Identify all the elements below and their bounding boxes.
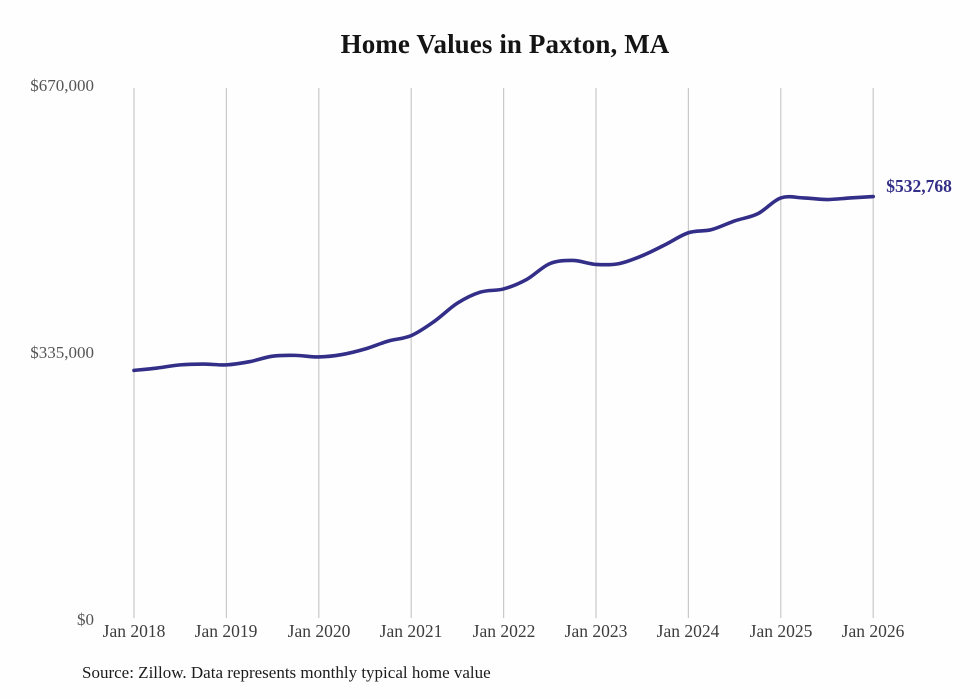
x-axis-tick-label-1: Jan 2019 [194,621,258,641]
y-axis-tick-label-top: $670,000 [30,76,94,95]
x-axis-tick-label-8: Jan 2026 [841,621,905,641]
x-axis-tick-label-3: Jan 2021 [379,621,443,641]
x-axis-tick-label-7: Jan 2025 [749,621,813,641]
gridlines [133,88,874,618]
y-axis-tick-label-bottom: $0 [77,610,94,629]
x-axis-tick-label-5: Jan 2023 [564,621,628,641]
chart-title: Home Values in Paxton, MA [340,29,670,59]
x-axis-tick-label-4: Jan 2022 [472,621,536,641]
y-axis-tick-label-mid: $335,000 [30,343,94,362]
end-value-annotation: $532,768 [886,175,952,196]
source-note: Source: Zillow. Data represents monthly … [82,663,491,682]
x-axis-tick-label-6: Jan 2024 [656,621,720,641]
x-axis-tick-label-0: Jan 2018 [102,621,166,641]
data-line-series [132,194,875,373]
x-axis-tick-label-2: Jan 2020 [287,621,351,641]
